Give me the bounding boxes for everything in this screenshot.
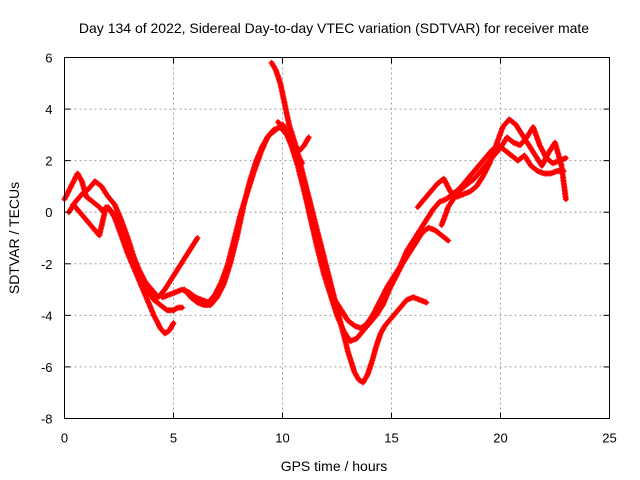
series-line (160, 124, 311, 305)
y-axis-label: SDTVAR / TECUs (6, 182, 22, 294)
series-track-5 (181, 121, 306, 308)
series-markers (279, 121, 567, 332)
series-track-7 (275, 119, 452, 345)
x-tick-label: 10 (275, 431, 289, 446)
chart-title: Day 134 of 2022, Sidereal Day-to-day VTE… (79, 20, 589, 36)
series-markers (438, 124, 569, 229)
series-track-4 (159, 124, 312, 306)
y-tick-label: 6 (45, 51, 52, 66)
series-track-8 (279, 121, 567, 332)
series-track-3 (70, 201, 201, 301)
series-markers (414, 116, 569, 211)
series-markers (159, 124, 312, 306)
y-tick-label: 2 (45, 154, 52, 169)
plot-frame (64, 57, 610, 419)
series-track-10 (438, 124, 569, 229)
x-tick-label: 20 (493, 431, 507, 446)
series-track-9 (414, 116, 569, 211)
series-line (269, 60, 429, 385)
series-layer (61, 59, 569, 386)
series-line (70, 202, 200, 300)
y-tick-label: 4 (45, 102, 52, 117)
y-tick-label: 0 (45, 205, 52, 220)
x-tick-label: 25 (602, 431, 616, 446)
y-tick-label: -8 (41, 412, 53, 427)
series-line (182, 122, 305, 308)
x-axis-label: GPS time / hours (281, 458, 388, 474)
series-markers (275, 119, 452, 345)
x-tick-label: 0 (61, 431, 68, 446)
y-tick-label: -2 (41, 257, 53, 272)
grid (64, 57, 610, 419)
ticks: 0 5 10 15 20 25 -8 -6 -4 -2 0 2 4 6 (41, 51, 617, 446)
series-markers (70, 201, 201, 301)
x-tick-label: 5 (170, 431, 177, 446)
x-tick-label: 15 (384, 431, 398, 446)
y-tick-label: -6 (41, 360, 53, 375)
y-tick-label: -4 (41, 308, 53, 323)
